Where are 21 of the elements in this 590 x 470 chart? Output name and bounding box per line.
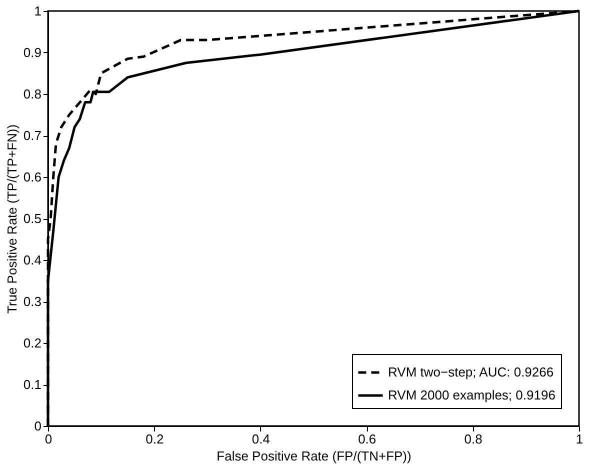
y-tick-label: 0 xyxy=(34,418,42,434)
y-tick-label: 0.4 xyxy=(23,252,42,268)
y-tick-label: 1 xyxy=(34,4,42,18)
y-tick-label: 0.8 xyxy=(23,86,42,102)
y-tick-label: 0.3 xyxy=(23,294,42,309)
legend-label: RVM two−step; AUC: 0.9266 xyxy=(388,364,554,380)
y-tick-label: 0.9 xyxy=(23,45,42,60)
x-tick-label: 0.4 xyxy=(252,432,270,446)
y-tick-label: 0.1 xyxy=(23,377,42,392)
y-tick-label: 0.6 xyxy=(23,170,42,184)
x-tick-label: 0.6 xyxy=(358,432,376,446)
y-tick-label: 0.5 xyxy=(23,211,42,226)
y-tick-label: 0.2 xyxy=(23,336,42,350)
x-tick-label: 0.8 xyxy=(464,432,482,446)
y-tick-label: 0.7 xyxy=(23,128,42,143)
legend-label: RVM 2000 examples; 0.9196 xyxy=(388,388,556,402)
x-axis-title: False Positive Rate (FP/(TN+FP)) xyxy=(216,448,412,464)
x-tick-label: 0 xyxy=(44,432,52,446)
x-tick-label: 1 xyxy=(576,432,584,446)
x-tick-label: 0.2 xyxy=(146,432,164,446)
y-axis-title: True Positive Rate (TP/(TP+FN)) xyxy=(4,124,20,314)
